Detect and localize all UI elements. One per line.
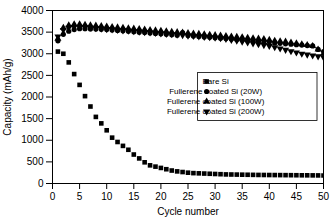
svg-text:3500: 3500	[21, 26, 44, 37]
svg-text:10: 10	[101, 191, 113, 202]
svg-text:2000: 2000	[21, 91, 44, 102]
svg-text:Fullerene coated Si (200W): Fullerene coated Si (200W)	[167, 107, 265, 116]
svg-text:40: 40	[264, 191, 276, 202]
svg-text:5: 5	[77, 191, 83, 202]
svg-text:35: 35	[237, 191, 249, 202]
svg-text:45: 45	[291, 191, 303, 202]
svg-text:500: 500	[27, 156, 44, 167]
svg-text:1000: 1000	[21, 134, 44, 145]
svg-text:50: 50	[318, 191, 330, 202]
svg-text:Cycle number: Cycle number	[157, 206, 219, 217]
svg-text:15: 15	[128, 191, 140, 202]
svg-text:Fullerene coated Si (20W): Fullerene coated Si (20W)	[169, 87, 262, 96]
svg-text:25: 25	[182, 191, 194, 202]
svg-text:30: 30	[210, 191, 222, 202]
svg-text:2500: 2500	[21, 70, 44, 81]
svg-text:0: 0	[50, 191, 56, 202]
svg-text:1500: 1500	[21, 113, 44, 124]
svg-text:0: 0	[38, 178, 44, 189]
svg-text:3000: 3000	[21, 48, 44, 59]
svg-text:4000: 4000	[21, 5, 44, 16]
svg-text:Bare Si: Bare Si	[202, 77, 228, 86]
svg-text:Fullerene coated Si (100W): Fullerene coated Si (100W)	[167, 97, 265, 106]
svg-text:Capacity (mAh/g): Capacity (mAh/g)	[2, 58, 13, 135]
svg-text:20: 20	[155, 191, 167, 202]
